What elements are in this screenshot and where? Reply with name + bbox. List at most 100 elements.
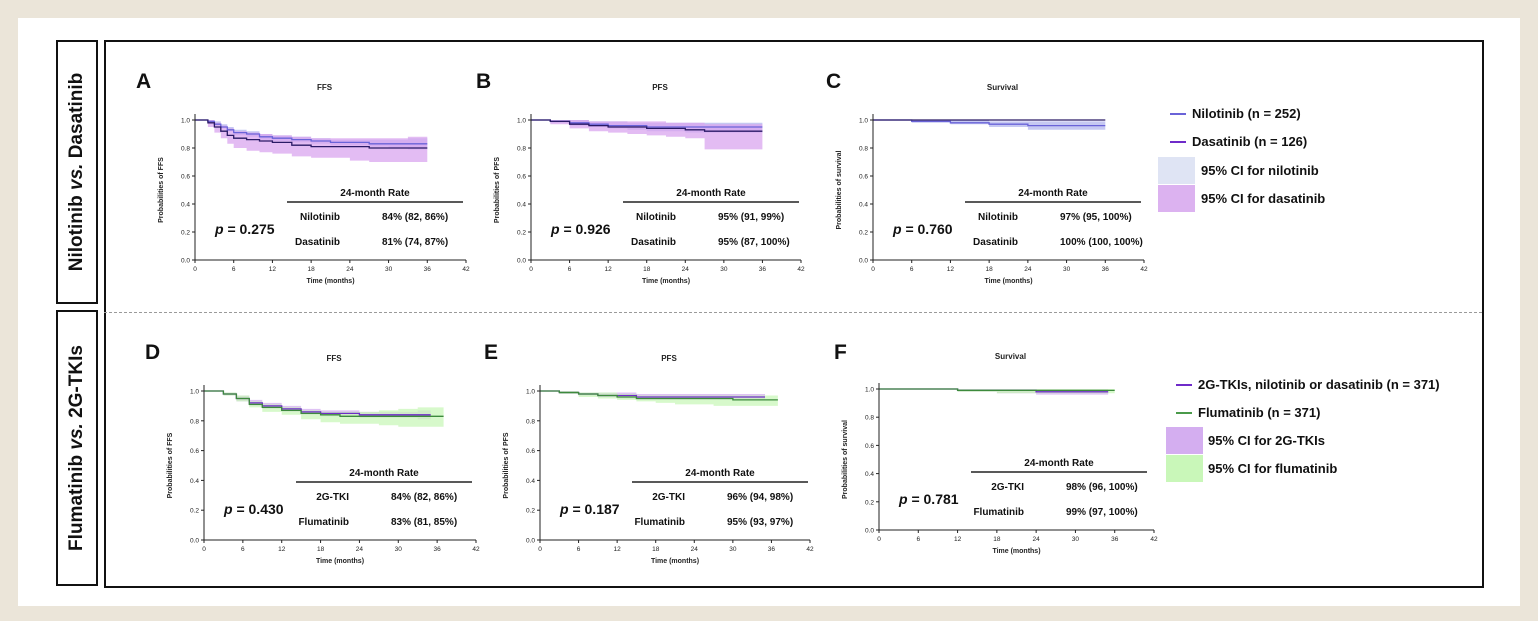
y-tick-label-d: 0.4: [190, 478, 199, 485]
x-tick-label-e: 6: [577, 546, 581, 553]
legend-swatch-ci-2gtki: [1166, 427, 1203, 454]
rate-table-value-c: 97% (95, 100%): [1060, 212, 1132, 223]
x-tick-label-e: 24: [691, 546, 699, 553]
y-tick-label-d: 0.0: [190, 538, 199, 545]
x-tick-label-c: 42: [1140, 266, 1148, 273]
legend-label-ci-dasatinib: 95% CI for dasatinib: [1201, 191, 1326, 206]
panel-letter-f: F: [834, 341, 847, 364]
legend-item-nilotinib: Nilotinib (n = 252): [1170, 106, 1301, 121]
legend-line-dasatinib: [1170, 140, 1186, 143]
rate-table-header-e: 24-month Rate: [685, 468, 755, 479]
rate-table-value-e: 96% (94, 98%): [727, 492, 793, 503]
x-tick-label-f: 42: [1150, 536, 1158, 543]
x-tick-label-b: 24: [682, 266, 690, 273]
y-tick-label-b: 0.8: [517, 146, 526, 153]
legend-swatch-ci-flumatinib: [1166, 455, 1203, 482]
legend-label-flumatinib: Flumatinib (n = 371): [1198, 405, 1321, 420]
p-value-e: p = 0.187: [559, 501, 620, 517]
km-line-b-2: [531, 119, 763, 132]
rate-table-value-b: 95% (87, 100%): [718, 237, 790, 248]
y-axis-label-a: Probabilities of FFS: [158, 157, 165, 223]
legend-line-nilotinib: [1170, 112, 1186, 115]
x-tick-label-b: 6: [568, 266, 572, 273]
x-tick-label-a: 36: [424, 266, 432, 273]
y-tick-label-a: 0.8: [181, 146, 190, 153]
y-tick-label-a: 0.0: [181, 258, 190, 265]
p-value-f: p = 0.781: [898, 491, 959, 507]
x-tick-label-a: 18: [308, 266, 316, 273]
chart-title-b: PFS: [652, 83, 668, 92]
p-value-d: p = 0.430: [223, 501, 284, 517]
rate-table-value-a: 81% (74, 87%): [382, 237, 448, 248]
rate-table-group-c: Nilotinib: [978, 212, 1018, 223]
x-tick-label-f: 18: [993, 536, 1001, 543]
panel-letter-a: A: [136, 70, 151, 93]
y-tick-label-c: 0.4: [859, 202, 868, 209]
y-axis-label-d: Probabilities of FFS: [167, 432, 174, 498]
km-line-c-1: [873, 119, 1106, 127]
x-axis-label-c: Time (months): [984, 278, 1032, 285]
row-divider: [104, 312, 1482, 313]
x-tick-label-e: 30: [729, 546, 737, 553]
legend-label-nilotinib: Nilotinib (n = 252): [1192, 106, 1301, 121]
p-value-b: p = 0.926: [550, 221, 611, 237]
y-tick-label-a: 1.0: [181, 118, 190, 125]
x-tick-label-e: 18: [652, 546, 660, 553]
x-tick-label-b: 12: [605, 266, 613, 273]
rate-table-value-f: 99% (97, 100%): [1066, 507, 1138, 518]
rate-table-header-b: 24-month Rate: [676, 188, 746, 199]
x-axis-label-b: Time (months): [642, 278, 690, 285]
x-axis-label-a: Time (months): [306, 278, 354, 285]
km-line-f-2: [879, 388, 1115, 392]
y-tick-label-d: 1.0: [190, 389, 199, 396]
rate-table-group-c: Dasatinib: [973, 237, 1018, 248]
ci-band-d-2: [204, 391, 444, 429]
x-tick-label-d: 18: [317, 546, 325, 553]
chart-title-e: PFS: [661, 354, 677, 363]
y-tick-label-d: 0.2: [190, 508, 199, 515]
legend-swatch-ci-dasatinib: [1158, 185, 1195, 212]
x-tick-label-a: 42: [462, 266, 470, 273]
panel-letter-e: E: [484, 341, 498, 364]
rate-table-group-f: Flumatinib: [973, 507, 1024, 518]
row-label-box-top: Nilotinib vs. Dasatinib: [56, 40, 98, 304]
y-tick-label-e: 0.0: [526, 538, 535, 545]
y-tick-label-a: 0.6: [181, 174, 190, 181]
x-tick-label-b: 42: [797, 266, 805, 273]
row-label-box-bottom: Flumatinib vs. 2G-TKIs: [56, 310, 98, 586]
x-tick-label-c: 12: [947, 266, 955, 273]
x-tick-label-e: 42: [806, 546, 814, 553]
x-tick-label-c: 18: [986, 266, 994, 273]
rate-table-header-d: 24-month Rate: [349, 468, 419, 479]
y-axis-label-e: Probabilities of PFS: [503, 432, 510, 498]
x-tick-label-e: 12: [614, 546, 622, 553]
x-tick-label-a: 0: [193, 266, 197, 273]
rate-table-group-b: Dasatinib: [631, 237, 676, 248]
rate-table-group-a: Nilotinib: [300, 212, 340, 223]
y-tick-label-f: 0.2: [865, 499, 874, 506]
legend-line-2gtki: [1176, 383, 1192, 386]
x-tick-label-a: 12: [269, 266, 277, 273]
legend-item-flumatinib: Flumatinib (n = 371): [1176, 405, 1320, 420]
x-tick-label-e: 36: [768, 546, 776, 553]
x-tick-label-d: 42: [472, 546, 480, 553]
y-tick-label-e: 0.2: [526, 508, 535, 515]
ci-band-b-2: [531, 120, 763, 150]
y-tick-label-c: 0.6: [859, 174, 868, 181]
x-tick-label-d: 24: [356, 546, 364, 553]
y-tick-label-a: 0.4: [181, 202, 190, 209]
y-tick-label-c: 0.0: [859, 258, 868, 265]
y-tick-label-f: 1.0: [865, 387, 874, 394]
rate-table-group-b: Nilotinib: [636, 212, 676, 223]
legend-swatch-ci-nilotinib: [1158, 157, 1195, 184]
rate-table-header-a: 24-month Rate: [340, 188, 410, 199]
rate-table-value-d: 84% (82, 86%): [391, 492, 457, 503]
rate-table-value-d: 83% (81, 85%): [391, 517, 457, 528]
x-tick-label-f: 30: [1072, 536, 1080, 543]
rate-table-value-a: 84% (82, 86%): [382, 212, 448, 223]
chart-title-f: Survival: [995, 352, 1026, 361]
legend-item-2gtki: 2G-TKIs, nilotinib or dasatinib (n = 371…: [1176, 377, 1440, 392]
y-tick-label-c: 0.8: [859, 146, 868, 153]
legend-label-ci-flumatinib: 95% CI for flumatinib: [1208, 461, 1338, 476]
rate-table-group-d: 2G-TKI: [316, 492, 349, 503]
